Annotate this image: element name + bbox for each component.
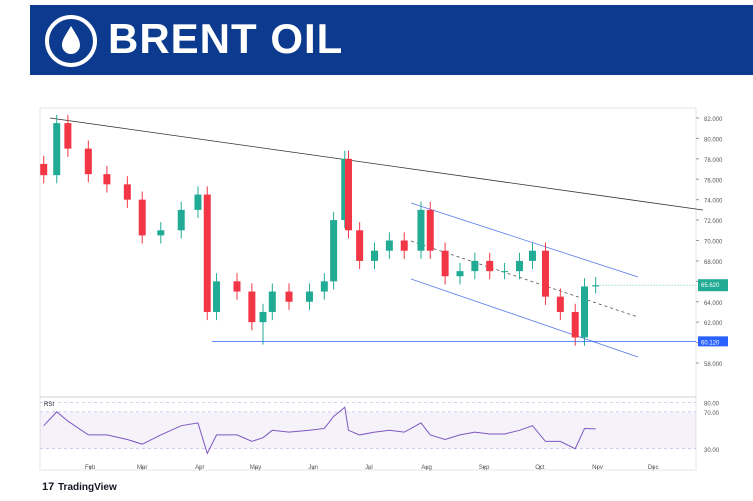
candle-body: [103, 174, 111, 185]
candle-body: [356, 230, 364, 261]
candle-body: [417, 209, 425, 251]
x-tick-label: Sep: [479, 465, 490, 471]
candle-body: [203, 194, 211, 312]
channel-mid: [410, 240, 639, 318]
rsi-name: RSI: [44, 402, 54, 408]
candle-body: [528, 250, 536, 261]
y-tick-label: 58.000: [704, 362, 723, 368]
y-tick-label: 82.000: [704, 117, 723, 123]
candle-body: [40, 163, 48, 176]
candle-body: [426, 209, 434, 251]
support-label-bg: [698, 336, 728, 347]
candle-body: [486, 260, 494, 272]
candle-body: [344, 158, 352, 231]
chart-frame: [39, 107, 697, 471]
candle-body: [371, 250, 379, 261]
candle-body: [248, 291, 256, 323]
candle-body: [556, 296, 564, 312]
x-tick-label: Nov: [592, 465, 603, 471]
candle-body: [501, 271, 509, 273]
y-tick-label: 68.000: [704, 260, 723, 266]
candle-body: [84, 148, 92, 175]
trendline: [49, 117, 704, 211]
channel-top: [410, 202, 639, 278]
rsi-line: [43, 406, 596, 455]
candle-body: [580, 286, 588, 338]
candle-body: [305, 291, 313, 302]
candle-body: [213, 281, 221, 312]
candle-body: [541, 250, 549, 297]
rsi-tick-label: 80.00: [704, 402, 720, 408]
candle-body: [471, 260, 479, 272]
y-tick-label: 78.000: [704, 158, 723, 164]
candle-body: [456, 271, 464, 277]
rsi-tick-label: 70.00: [704, 411, 720, 417]
x-tick-label: Feb: [85, 465, 96, 471]
y-tick-label: 74.000: [704, 199, 723, 205]
x-tick-label: Apr: [195, 465, 204, 471]
candle-body: [64, 123, 72, 149]
candle-body: [138, 199, 146, 236]
y-tick-label: 76.000: [704, 178, 723, 184]
last-price-label: 65.620: [701, 283, 720, 289]
candle-body: [320, 281, 328, 292]
candle-body: [385, 240, 393, 251]
candle-body: [592, 285, 600, 287]
rsi-tick-label: 30.00: [704, 448, 720, 454]
rsi-band: [40, 411, 696, 449]
x-tick-label: Oct: [535, 465, 545, 471]
support-label: 60.120: [701, 340, 720, 346]
candle-body: [268, 291, 276, 312]
candle-body: [330, 220, 338, 282]
banner-title: BRENT OIL: [108, 15, 344, 62]
y-tick-label: 62.000: [704, 321, 723, 327]
candle-body: [571, 311, 579, 338]
candle-body: [194, 194, 202, 210]
x-tick-label: Dec: [648, 465, 659, 471]
last-price-bg: [698, 279, 728, 292]
candle-body: [400, 240, 408, 251]
banner: BRENT OIL: [30, 5, 753, 75]
candle-body: [123, 184, 131, 200]
footer-brand: TradingView: [58, 482, 117, 493]
x-tick-label: Jun: [308, 465, 318, 471]
channel-bottom: [410, 278, 639, 358]
candle-body: [341, 158, 349, 221]
oil-icon: [45, 15, 97, 67]
y-tick-label: 64.000: [704, 301, 723, 307]
y-tick-label: 72.000: [704, 219, 723, 225]
candle-body: [515, 260, 523, 272]
candle-body: [177, 209, 185, 231]
y-tick-label: 80.000: [704, 137, 723, 143]
x-tick-label: Jul: [365, 465, 373, 471]
candle-body: [441, 250, 449, 277]
x-tick-label: Aug: [421, 465, 432, 471]
footer-logo-mark: 17: [42, 481, 54, 493]
candle-body: [53, 123, 61, 176]
x-tick-label: Mar: [137, 465, 147, 471]
candle-body: [259, 311, 267, 323]
candle-body: [157, 230, 165, 236]
x-tick-label: May: [250, 465, 261, 471]
candle-body: [285, 291, 293, 302]
y-tick-label: 70.000: [704, 240, 723, 246]
candle-body: [233, 281, 241, 292]
